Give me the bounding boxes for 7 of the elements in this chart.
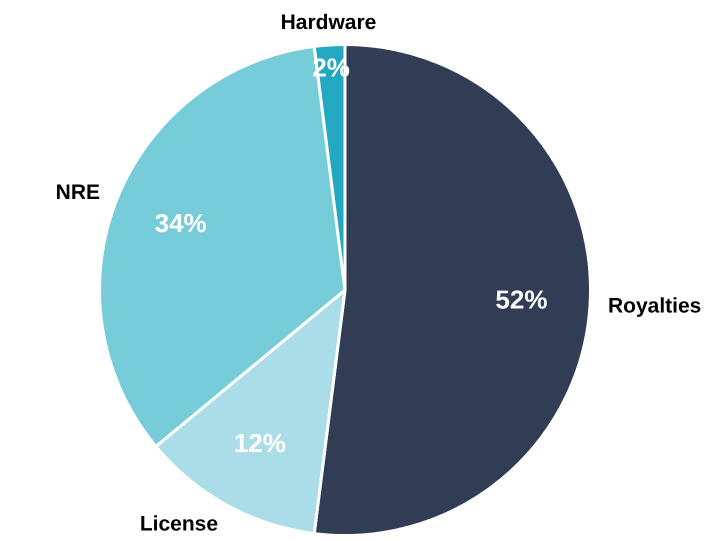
data-label: 12% bbox=[234, 428, 286, 458]
data-label: 34% bbox=[154, 208, 207, 238]
slice-label: License bbox=[140, 512, 218, 536]
data-label: 52% bbox=[495, 284, 548, 314]
slice-label: NRE bbox=[56, 180, 100, 204]
slice-label: Hardware bbox=[280, 10, 376, 34]
slice-label: Royalties bbox=[608, 294, 702, 318]
